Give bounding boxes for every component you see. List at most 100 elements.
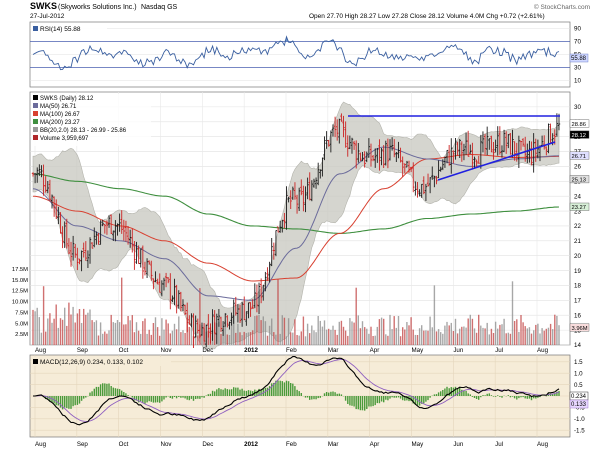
macd-hist-bar [360,396,361,410]
macd-hist-bar [381,396,382,402]
x-axis-label: Apr [370,441,380,448]
volume-bar [468,319,469,346]
macd-hist-bar [461,390,462,396]
volume-bar [254,316,255,345]
volume-bar [347,336,348,345]
volume-bar [239,332,240,345]
volume-bar [39,317,40,345]
volume-bar [168,323,169,345]
volume-bar [552,329,553,345]
volume-bar [250,332,251,345]
macd-hist-bar [337,394,338,396]
macd-hist-bar [271,383,272,396]
volume-bar [396,328,397,345]
macd-hist-bar [341,394,342,396]
volume-bar [432,327,433,345]
price-tick-label: 17 [574,298,581,305]
price-tick-label: 22 [574,223,581,230]
macd-hist-bar [199,396,200,399]
x-axis-label: Nov [161,347,173,354]
price-tick-label: 20 [574,253,581,260]
volume-bar [144,319,145,346]
volume-bar [493,333,494,345]
volume-bar [130,320,131,345]
macd-hist-bar [474,396,475,398]
macd-hist-bar [146,396,147,402]
macd-legend-swatch [33,359,38,364]
macd-hist-bar [391,396,392,397]
macd-hist-bar [349,396,350,405]
volume-bar [558,325,559,345]
x-axis-label: Jun [453,441,464,448]
volume-bar [474,328,475,345]
volume-bar [227,335,228,346]
macd-hist-bar [501,396,502,398]
price-tick-labels: 3029282726252423222120191817161514 [574,104,581,349]
macd-tick-label: -1.0 [574,416,585,423]
volume-bar [134,332,135,345]
macd-hist-bar [290,383,291,396]
x-axis-label: Mar [328,347,339,354]
macd-hist-bar [364,396,365,411]
volume-bar [269,326,270,345]
macd-hist-bar [218,388,219,396]
macd-tick-label: 0.5 [574,382,583,389]
macd-hist-bar [318,396,319,398]
volume-bar [489,334,490,345]
volume-bar [125,324,126,345]
price-legend-swatch [33,95,38,100]
volume-bar [518,332,519,345]
volume-bar [351,321,352,345]
volume-bar [328,329,329,345]
macd-hist-bar [184,396,185,398]
macd-hist-bar [216,389,217,396]
volume-bar [372,336,373,345]
volume-bar [480,326,481,345]
macd-hist-bar [334,392,335,396]
macd-hist-bar [149,396,150,401]
macd-hist-bar [396,396,397,398]
volume-bar [326,330,327,345]
volume-bar [151,335,152,345]
volume-bar [263,316,264,345]
macd-hist-bar [484,395,485,396]
macd-hist-bar [347,396,348,404]
volume-bar [465,328,466,345]
volume-bar [284,318,285,345]
volume-bar [309,333,310,345]
volume-bar [51,323,52,345]
macd-hist-bar [151,396,152,402]
volume-bar [273,332,274,345]
volume-bar [334,330,335,345]
macd-hist-bar [106,384,107,396]
volume-bar [49,313,50,345]
volume-bar [415,335,416,345]
volume-bar [525,326,526,345]
volume-bar [64,308,65,345]
volume-bar [176,329,177,345]
volume-bar [423,331,424,345]
macd-hist-bar [339,394,340,396]
volume-bar [339,322,340,345]
x-axis-label: Nov [161,441,173,448]
macd-hist-bar [210,394,211,396]
macd-hist-bar [516,396,517,400]
macd-hist-bar [495,396,496,397]
rsi-value-callout-text: 55.88 [571,56,587,62]
rsi-legend-swatch [33,26,38,31]
macd-hist-bar [299,391,300,396]
volume-bar [353,323,354,345]
macd-hist-bar [108,384,109,397]
volume-bar [235,333,236,345]
macd-hist-bar [330,392,331,396]
volume-bar [421,325,422,345]
macd-hist-bar [182,396,183,398]
macd-hist-bar [512,396,513,397]
volume-bar [389,315,390,345]
macd-hist-bar [144,396,145,404]
volume-bar [398,316,399,345]
volume-bar [104,332,105,346]
macd-hist-bar [284,382,285,396]
